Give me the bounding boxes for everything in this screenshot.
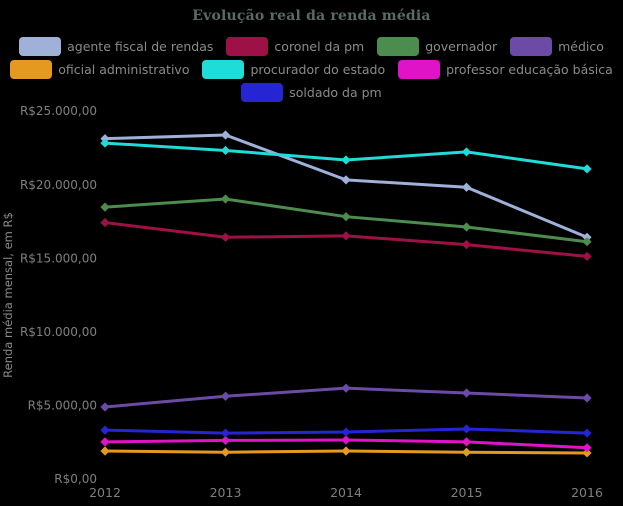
data-point-marker [220,435,231,446]
data-point-marker [341,427,351,437]
data-point-marker [582,448,592,458]
y-tick-label: R$0,00 [54,472,97,486]
y-tick-label: R$5.000,00 [28,399,97,413]
legend-item-oficial-administrativo[interactable]: oficial administrativo [10,60,189,79]
legend-swatch [10,60,53,79]
data-point-marker [582,393,592,403]
y-tick-label: R$20.000,00 [20,178,97,192]
data-point-marker [461,147,472,157]
x-tick-label: 2013 [210,485,242,500]
data-point-marker [582,428,592,438]
data-point-marker [220,145,231,156]
data-point-marker [461,447,472,457]
legend-row: soldado da pm [241,83,382,102]
legend-item-soldado-da-pm[interactable]: soldado da pm [241,83,382,102]
data-point-marker [341,446,351,456]
legend-swatch [226,37,269,56]
legend-item-professor-educacao-basica[interactable]: professor educação básica [398,60,613,79]
data-point-marker [100,425,110,435]
legend-swatch [398,60,441,79]
data-point-marker [582,164,592,174]
legend-item-medico[interactable]: médico [510,37,604,56]
x-tick-label: 2016 [571,485,603,500]
x-tick-label: 2014 [330,485,362,500]
data-point-marker [341,175,351,185]
x-tick-label: 2015 [451,485,483,500]
data-point-marker [220,447,231,457]
legend-row: oficial administrativo procurador do esta… [10,60,613,79]
data-point-marker [461,437,472,447]
series-line-agente-fiscal-de-rendas [103,133,589,239]
x-tick-label: 2012 [89,485,121,500]
data-point-marker [100,437,110,447]
legend-item-procurador-do-estado[interactable]: procurador do estado [202,60,385,79]
data-point-marker [220,130,231,140]
data-point-marker [100,202,110,212]
legend: agente fiscal de rendas coronel da pm gove… [0,37,623,102]
data-point-marker [220,428,231,438]
data-point-marker [582,251,592,262]
data-point-marker [461,222,472,232]
data-point-marker [582,237,592,247]
data-point-marker [100,217,110,228]
legend-item-governador[interactable]: governador [377,37,497,56]
data-point-marker [461,388,472,398]
legend-label: coronel da pm [274,39,365,54]
data-point-marker [582,443,592,453]
y-tick-label: R$15.000,00 [20,251,97,265]
legend-label: professor educação básica [446,62,613,77]
data-point-marker [341,435,351,445]
data-point-marker [341,155,351,165]
y-tick-label: R$10.000,00 [20,325,97,339]
data-point-marker [100,402,110,412]
legend-swatch [202,60,245,79]
legend-label: médico [558,39,604,54]
legend-swatch [377,37,420,56]
y-tick-label: R$25.000,00 [20,104,97,118]
legend-item-coronel-da-pm[interactable]: coronel da pm [226,37,364,56]
data-point-marker [220,391,231,401]
data-point-marker [461,182,472,192]
data-point-marker [341,383,351,393]
legend-label: agente fiscal de rendas [67,39,214,54]
y-axis-title: Renda média mensal, em R$ [1,212,15,378]
data-point-marker [461,240,472,250]
data-point-marker [220,232,231,242]
legend-label: procurador do estado [250,62,386,77]
chart-title: Evolução real da renda média [192,8,431,24]
legend-label: oficial administrativo [58,62,190,77]
data-point-marker [100,446,110,456]
data-point-marker [220,194,231,204]
data-point-marker [100,138,110,148]
legend-swatch [241,83,284,102]
data-point-marker [461,424,472,434]
legend-row: agente fiscal de rendas coronel da pm gove… [19,37,604,56]
data-point-marker [341,231,351,241]
legend-item-agente-fiscal-de-rendas[interactable]: agente fiscal de rendas [19,37,213,56]
legend-swatch [19,37,62,56]
legend-label: soldado da pm [289,85,382,100]
legend-swatch [510,37,553,56]
legend-label: governador [425,39,498,54]
data-point-marker [341,212,351,222]
